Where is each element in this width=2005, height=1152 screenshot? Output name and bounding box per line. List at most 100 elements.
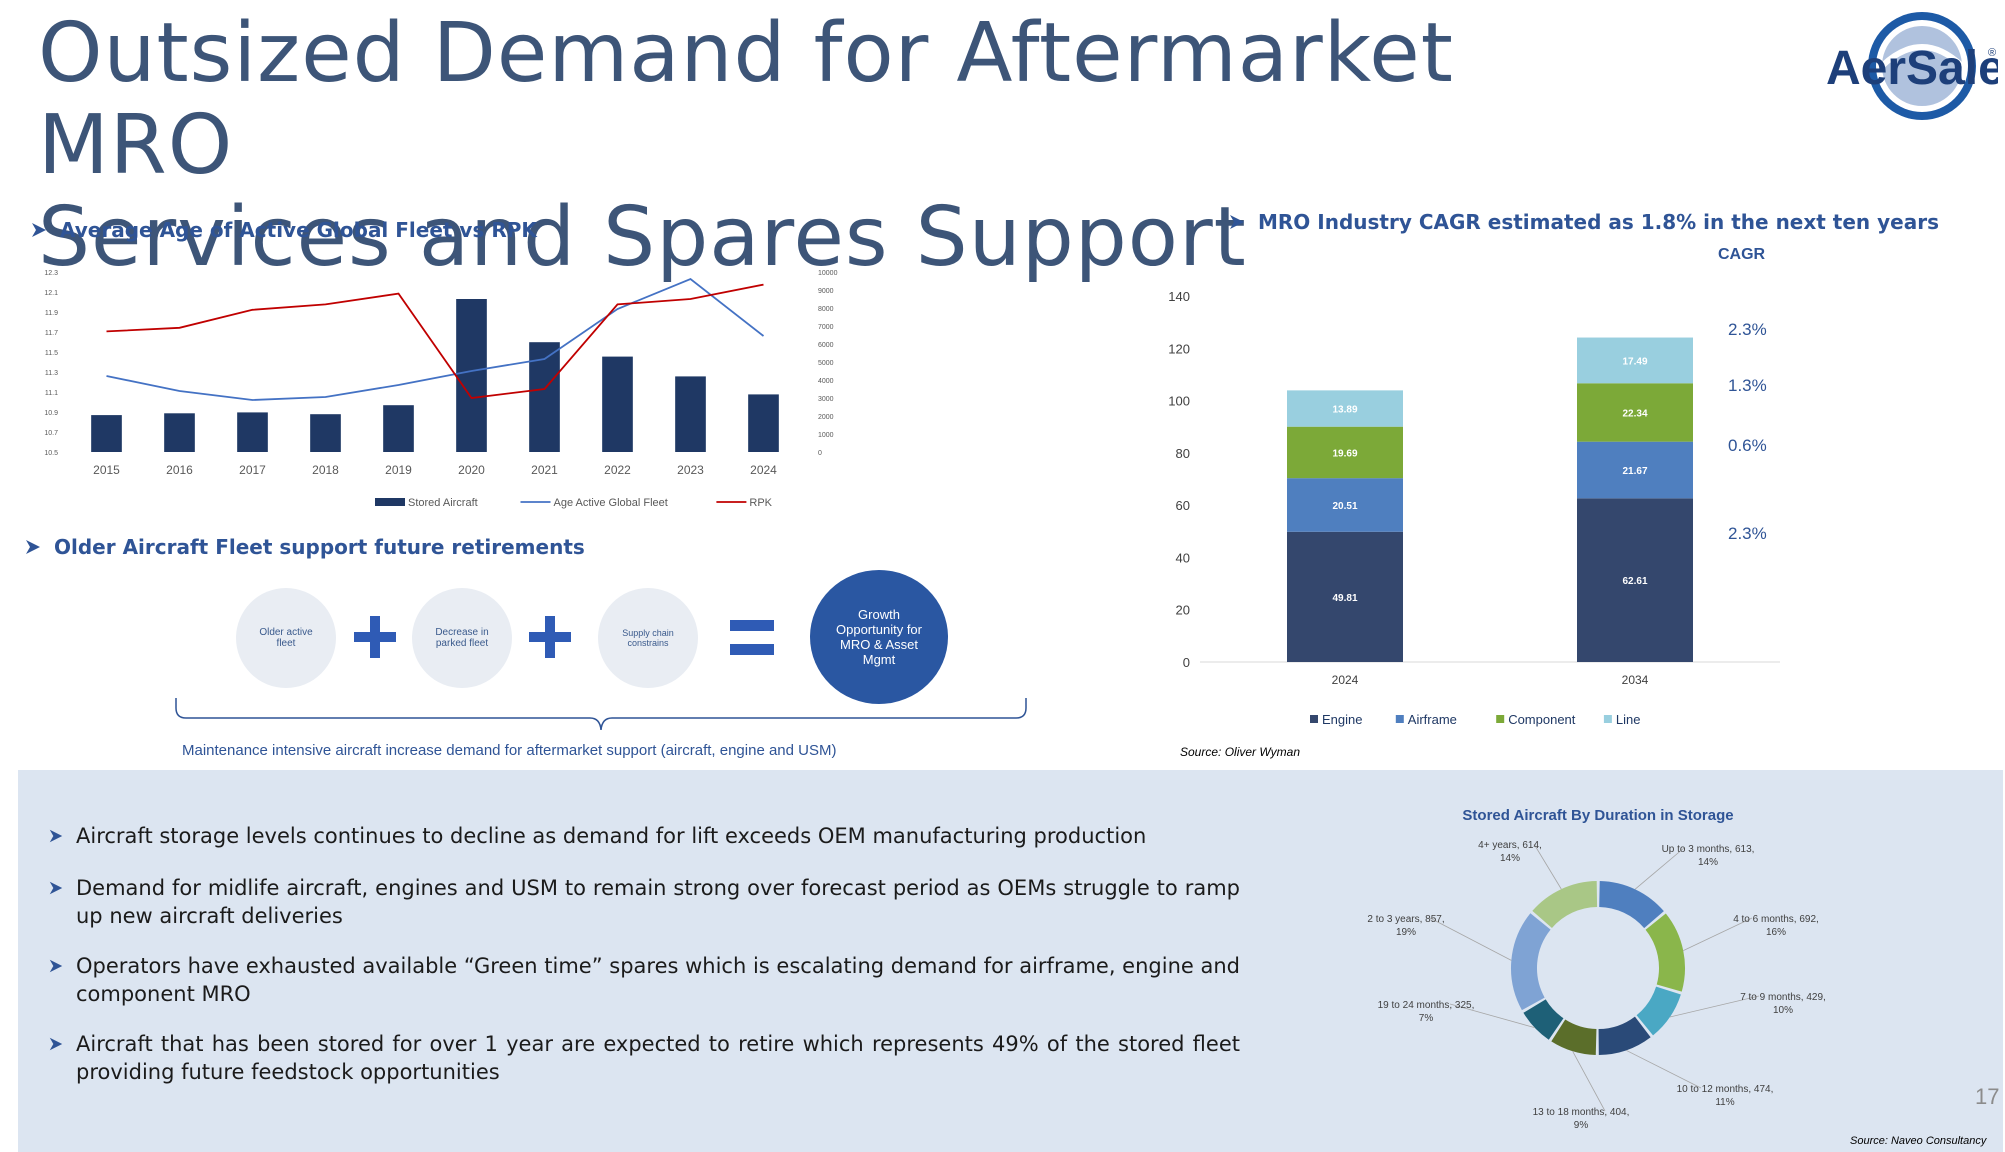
segment-value-label: 20.51	[1332, 501, 1357, 512]
x-tick-label: 2016	[166, 463, 193, 477]
x-tick-label: 2017	[239, 463, 266, 477]
line-segment	[1577, 337, 1693, 384]
y-tick-label: 20	[1176, 603, 1190, 618]
cagr-line: 2.3%	[1728, 320, 1767, 339]
engine-segment	[1577, 498, 1693, 662]
donut-slice	[1523, 998, 1564, 1040]
brace-caption: Maintenance intensive aircraft increase …	[182, 742, 837, 759]
x-tick-label: 2024	[1332, 673, 1359, 687]
y-right-tick-label: 0	[818, 450, 822, 457]
legend-label: RPK	[749, 497, 772, 509]
y-left-tick-label: 12.3	[44, 270, 58, 277]
x-tick-label: 2019	[385, 463, 412, 477]
y-right-tick-label: 3000	[818, 396, 834, 403]
donut-slice-label: 4 to 6 months, 692, 16%	[1733, 914, 1819, 938]
segment-value-label: 19.69	[1332, 448, 1357, 459]
x-tick-label: 2034	[1622, 673, 1649, 687]
y-left-tick-label: 11.3	[45, 370, 58, 377]
x-tick-label: 2021	[531, 463, 558, 477]
cagr-engine: 2.3%	[1728, 524, 1767, 543]
legend-label: Age Active Global Fleet	[554, 497, 668, 509]
logo-mark: ®	[1988, 47, 1996, 59]
stored-aircraft-bar	[748, 394, 779, 452]
donut-slice	[1645, 913, 1685, 992]
arrow-bullet-icon	[26, 540, 40, 554]
older-fleet-heading: Older Aircraft Fleet support future reti…	[24, 535, 585, 559]
stored-aircraft-bar	[675, 376, 706, 452]
y-right-tick-label: 1000	[818, 432, 834, 439]
y-right-tick-label: 8000	[818, 306, 834, 313]
legend-label: Line	[1616, 712, 1641, 727]
stored-aircraft-bar	[164, 413, 195, 452]
page-number: 17	[1975, 1084, 2000, 1109]
legend-swatch	[1496, 715, 1505, 723]
decrease-parked-fleet-circle: Decrease in parked fleet	[412, 588, 512, 688]
donut-slice-label: Up to 3 months, 613, 14%	[1662, 844, 1755, 868]
y-left-tick-label: 10.7	[44, 430, 58, 437]
mro-cagr-heading: MRO Industry CAGR estimated as 1.8% in t…	[1228, 210, 1939, 234]
age-active-global-fleet-line	[106, 277, 765, 401]
bullet-item: Aircraft storage levels continues to dec…	[48, 822, 1240, 850]
segment-value-label: 49.81	[1332, 593, 1357, 604]
y-left-tick-label: 11.1	[45, 390, 58, 397]
y-tick-label: 0	[1183, 655, 1190, 670]
x-tick-label: 2022	[604, 463, 631, 477]
donut-slice-label: 13 to 18 months, 404, 9%	[1533, 1107, 1630, 1131]
component-segment	[1577, 383, 1693, 442]
donut-slice	[1511, 913, 1551, 1011]
stored-aircraft-bar	[237, 412, 268, 452]
legend-swatch	[375, 498, 405, 506]
donut-slice-label: 4+ years, 614, 14%	[1478, 840, 1542, 864]
x-tick-label: 2018	[312, 463, 339, 477]
y-left-tick-label: 11.5	[45, 350, 58, 357]
donut-slice	[1598, 881, 1664, 929]
stored-aircraft-donut-chart: Stored Aircraft By Duration in Storage U…	[1367, 807, 1826, 1131]
donut-slice-label: 2 to 3 years, 857, 19%	[1367, 914, 1444, 938]
segment-value-label: 22.34	[1622, 408, 1647, 419]
x-tick-label: 2020	[458, 463, 485, 477]
donut-leader-line	[1533, 843, 1562, 890]
aersale-logo: AerSale ®	[1826, 12, 1998, 120]
plus-icon	[354, 616, 396, 658]
title-line-2: Services and Spares Support	[38, 190, 1247, 285]
fleet-age-vs-rpk-chart: 12.3 12.1 11.9 11.7 11.5 11.3 11.1 10.9 10.7 10.5…	[44, 270, 837, 509]
donut-leader-line	[1449, 1003, 1535, 1029]
arrow-bullet-icon	[49, 881, 63, 895]
source-oliver-wyman: Source: Oliver Wyman	[1180, 745, 1301, 759]
brace-icon	[175, 698, 1027, 731]
donut-title: Stored Aircraft By Duration in Storage	[1462, 807, 1733, 824]
plus-icon	[529, 616, 571, 658]
cagr-component: 1.3%	[1728, 376, 1767, 395]
cagr-airframe: 0.6%	[1728, 436, 1767, 455]
source-naveo: Source: Naveo Consultancy	[1850, 1135, 1987, 1147]
growth-opportunity-circle: Growth Opportunity for MRO & Asset Mgmt	[810, 570, 948, 704]
y-left-tick-label: 10.5	[44, 450, 58, 457]
x-tick-label: 2023	[677, 463, 704, 477]
mro-stacked-bar-chart: 49.81 20.51 19.69 13.89 62.61 21.67 22.34 17.49…	[1168, 289, 1780, 727]
arrow-bullet-icon	[49, 1037, 63, 1051]
y-tick-label: 60	[1176, 498, 1190, 513]
fleet-age-heading: Average Age of Active Global Fleet vs RP…	[30, 218, 537, 242]
supply-chain-circle: Supply chain constrains	[598, 588, 698, 688]
donut-leader-line	[1572, 1051, 1606, 1112]
page-title: Outsized Demand for Aftermarket MRO Serv…	[38, 8, 1638, 284]
segment-value-label: 21.67	[1622, 466, 1647, 477]
line-segment	[1287, 390, 1403, 427]
airframe-segment	[1577, 441, 1693, 499]
y-left-tick-label: 12.1	[44, 290, 58, 297]
legend-swatch	[1310, 715, 1318, 723]
y-tick-label: 140	[1168, 289, 1190, 304]
bullet-item: Operators have exhausted available “Gree…	[48, 952, 1240, 1008]
logo-text: AerSale	[1826, 42, 1998, 95]
donut-slice	[1551, 1019, 1597, 1055]
y-left-tick-label: 11.9	[45, 310, 58, 317]
donut-leader-line	[1669, 995, 1760, 1018]
component-segment	[1287, 426, 1403, 479]
legend-swatch	[1395, 715, 1404, 723]
legend-swatch	[1603, 715, 1612, 723]
stored-aircraft-bar	[383, 405, 414, 452]
bullet-item: Aircraft that has been stored for over 1…	[48, 1030, 1240, 1086]
donut-slice-label: 7 to 9 months, 429, 10%	[1740, 992, 1826, 1016]
stored-aircraft-bar	[91, 415, 122, 452]
stored-aircraft-bar	[310, 414, 341, 452]
